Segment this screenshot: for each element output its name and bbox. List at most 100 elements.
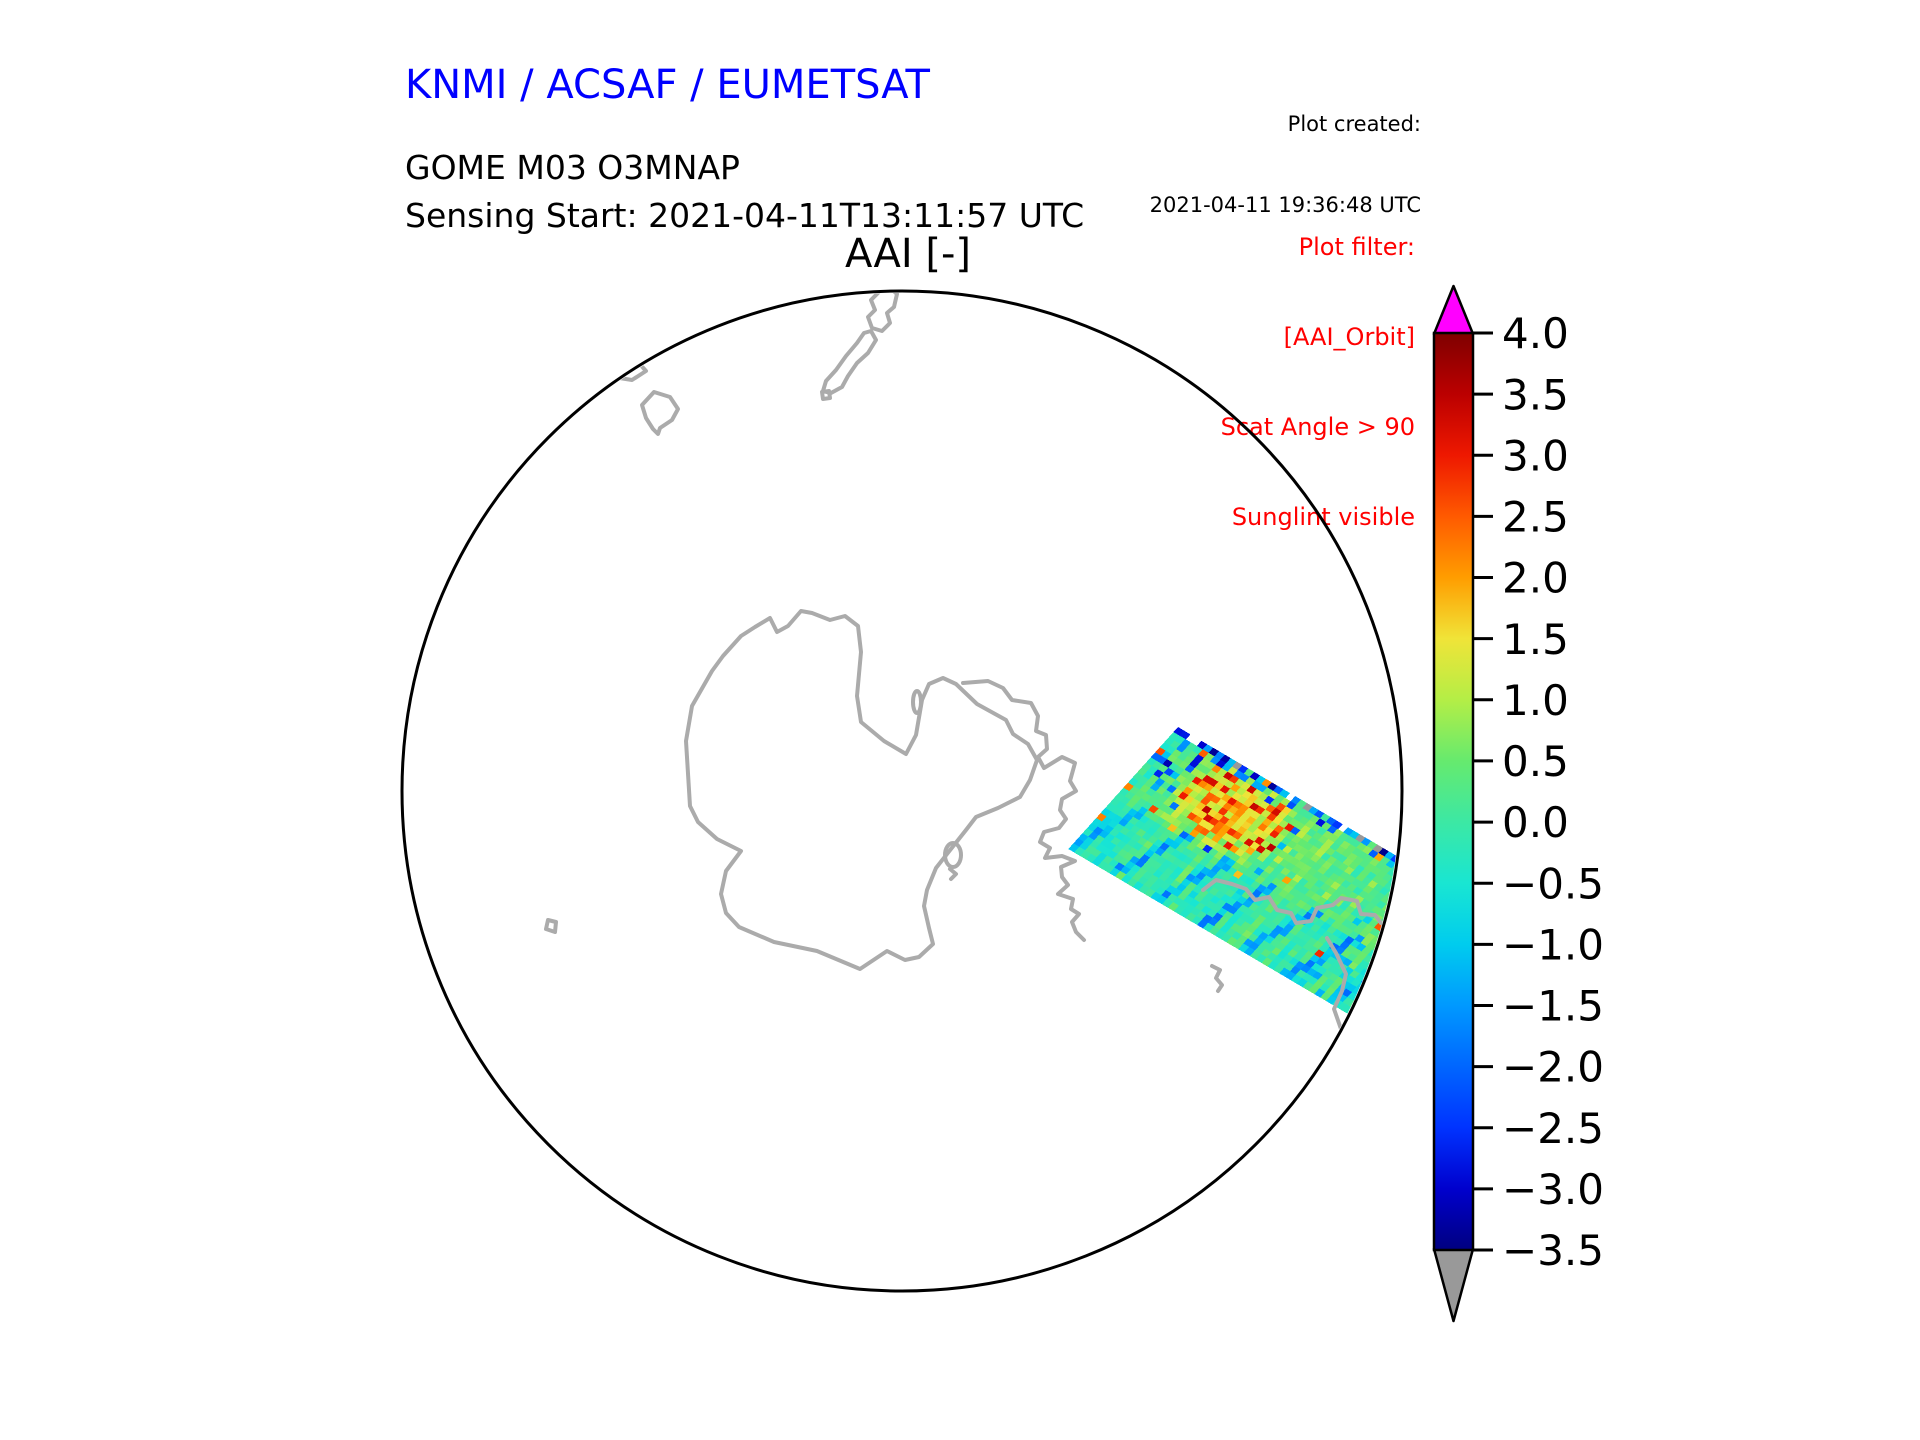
swath-cell — [1422, 889, 1434, 899]
colorbar-tick-label: −3.0 — [1502, 1165, 1604, 1214]
swath-cell — [1406, 926, 1418, 936]
coastline-tasmania — [640, 390, 680, 436]
swath-cell — [1413, 869, 1425, 879]
colorbar-tick-label: 1.5 — [1502, 615, 1569, 664]
swath-cell — [1132, 881, 1145, 891]
swath-cell — [1416, 925, 1428, 935]
coastline-new-zealand-north-island — [866, 293, 899, 333]
swath-cell — [1396, 936, 1400, 947]
swath-cell — [1191, 915, 1203, 926]
swath-cell — [1378, 956, 1391, 967]
swath-cell — [1285, 971, 1297, 981]
swath-cell — [1121, 874, 1133, 884]
swath-cell — [1214, 929, 1227, 940]
swath-cell — [1370, 975, 1383, 985]
colorbar-tick-label: 1.0 — [1502, 676, 1569, 725]
swath-cell — [1401, 862, 1413, 872]
swath-cell — [1420, 881, 1432, 891]
swath-cell — [1255, 953, 1268, 964]
swath-cell — [1384, 960, 1397, 970]
aai-swath-raster — [1068, 727, 1434, 1019]
swath-cell — [1185, 912, 1198, 922]
swath-cell — [1414, 908, 1426, 918]
swath-cell — [1074, 846, 1086, 857]
swath-cell — [1238, 943, 1250, 954]
swath-cell — [1320, 991, 1332, 1002]
swath-cell — [1394, 919, 1400, 929]
swath-cell — [1418, 933, 1430, 943]
swath-cell — [1389, 955, 1400, 965]
coastline-squiggle-island — [1210, 964, 1224, 993]
colorbar-gradient-bar — [1432, 331, 1475, 1252]
swath-cell — [1419, 872, 1431, 882]
swath-cell — [1394, 958, 1400, 969]
swath-cell — [1385, 929, 1397, 940]
swath-cell — [1366, 980, 1379, 990]
coastline-antarctica-east-coast — [961, 679, 1086, 942]
swath-cell — [1314, 988, 1327, 998]
swath-cell — [1404, 879, 1416, 889]
colorbar-tick-label: 2.5 — [1502, 493, 1569, 542]
swath-cell — [1369, 966, 1382, 977]
swath-cell — [1398, 875, 1400, 885]
swath-cell — [1392, 941, 1400, 952]
swath-cell — [1097, 860, 1110, 871]
coastline-coast-in-swath — [1201, 878, 1400, 935]
swath-cell — [1412, 899, 1424, 909]
swath-cell — [1261, 957, 1274, 967]
swath-cell — [1412, 930, 1424, 940]
plot-created-timestamp: 2021-04-11 19:36:48 UTC — [1149, 193, 1421, 217]
plot-filter-line: [AAI_Orbit] — [1283, 323, 1415, 351]
swath-cell — [1407, 935, 1419, 945]
plot-filter-line: Scat Angle > 90 — [1220, 413, 1415, 441]
swath-cell — [1421, 920, 1433, 930]
brand-title: KNMI / ACSAF / EUMETSAT — [405, 62, 930, 108]
map-title: AAI [-] — [845, 231, 971, 277]
swath-cell — [1390, 963, 1400, 974]
swath-cell — [1387, 946, 1400, 957]
swath-cell — [1267, 960, 1280, 971]
swath-cell — [1197, 919, 1209, 929]
swath-cell — [1408, 904, 1420, 914]
swath-cell — [1085, 853, 1098, 864]
swath-cell — [1409, 913, 1421, 923]
map-boundary-circle — [400, 289, 1404, 1293]
swath-cell — [1394, 888, 1400, 899]
colorbar-tick-label: 4.0 — [1502, 309, 1569, 358]
swath-cell — [1302, 981, 1315, 992]
swath-cell — [1420, 911, 1432, 921]
swath-cell — [1296, 978, 1309, 988]
swath-cell — [1208, 926, 1221, 936]
swath-cell — [1173, 905, 1186, 916]
swath-cell — [1232, 940, 1244, 950]
plot-created-block: Plot created: 2021-04-11 19:36:48 UTC — [1150, 57, 1421, 273]
swath-cell — [1407, 865, 1419, 875]
swath-cell — [1397, 905, 1400, 916]
swath-cell — [1126, 877, 1139, 888]
plot-created-label: Plot created: — [1287, 112, 1421, 136]
swath-cell — [1401, 892, 1413, 902]
coastlines — [544, 293, 1400, 1112]
swath-cell — [1383, 951, 1395, 962]
swath-cell — [1410, 882, 1422, 892]
colorbar-tick-label: −2.0 — [1502, 1043, 1604, 1092]
swath-cell — [1150, 891, 1162, 902]
swath-cell — [1156, 895, 1168, 905]
coastline-new-zealand-south-island — [821, 329, 878, 395]
swath-cell — [1405, 887, 1417, 897]
colorbar-tick-label: −1.0 — [1502, 920, 1604, 969]
swath-cell — [1290, 974, 1303, 985]
coastline-antarctica-main — [684, 609, 1039, 971]
swath-cell — [1407, 896, 1419, 906]
coastline-balleny-island — [544, 918, 558, 934]
colorbar-tick-label: −3.5 — [1502, 1226, 1604, 1275]
swath-cell — [1244, 946, 1256, 957]
swath-cell — [1380, 934, 1393, 945]
swath-cell — [1396, 897, 1400, 907]
swath-cell — [1415, 916, 1427, 926]
swath-cell — [1354, 1004, 1366, 1014]
swath-cell — [1391, 933, 1400, 943]
swath-cell — [1376, 978, 1389, 989]
swath-cell — [1226, 936, 1239, 947]
colorbar-tick-label: −0.5 — [1502, 859, 1604, 908]
